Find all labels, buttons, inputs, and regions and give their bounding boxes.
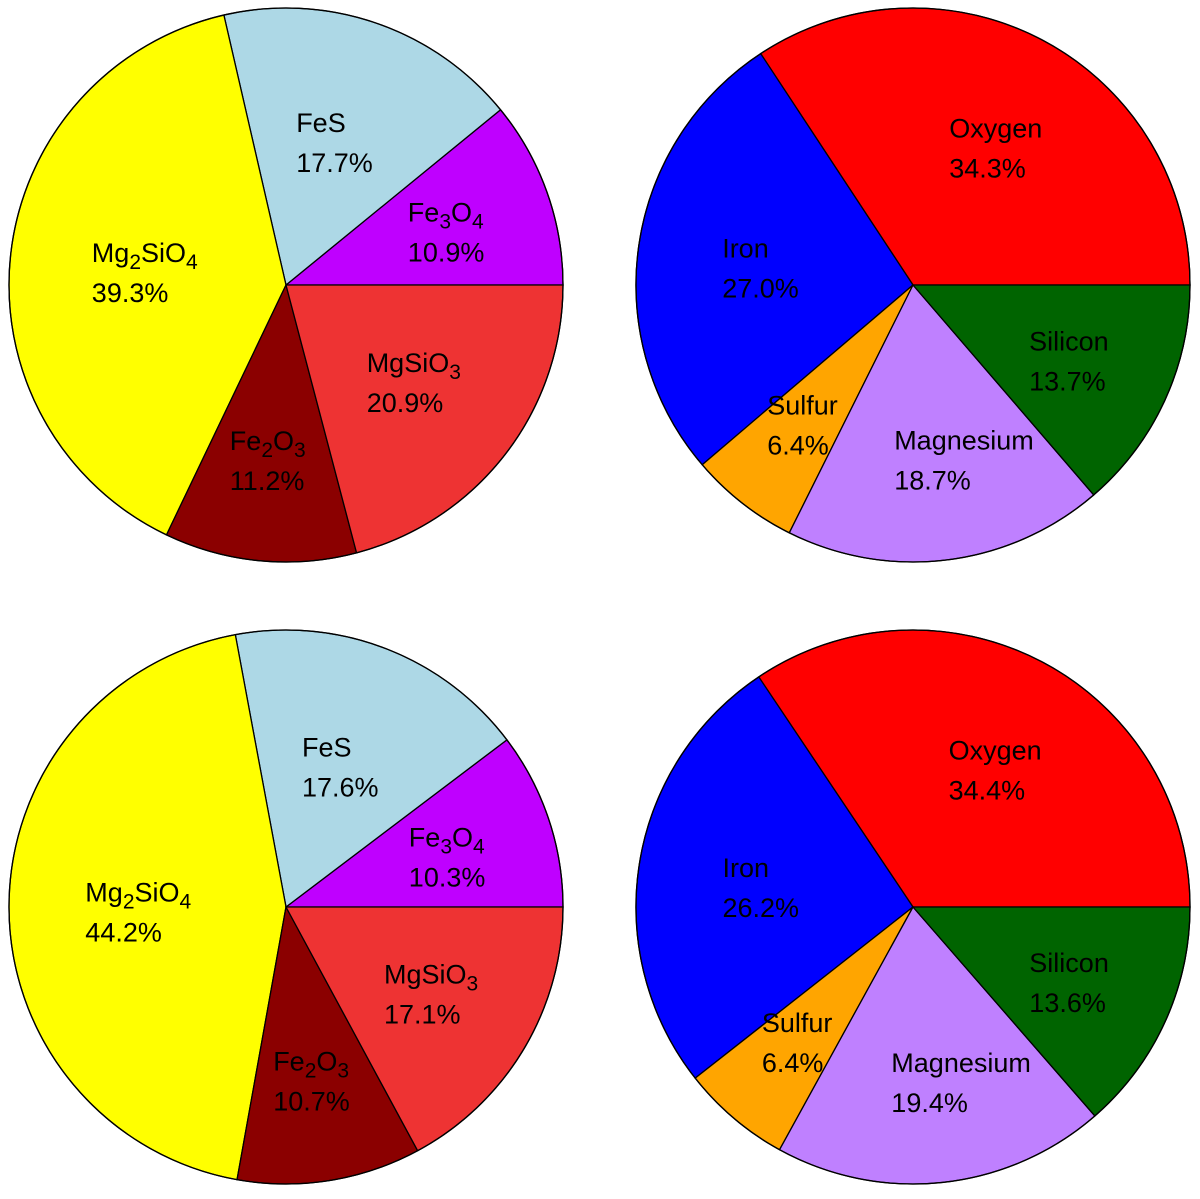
slice-name-label: Silicon [1029, 948, 1109, 978]
slice-value-label: 6.4% [762, 1048, 824, 1078]
slice-value-label: 10.3% [409, 862, 486, 892]
pie-outline [635, 629, 1191, 1185]
slice-value-label: 10.9% [408, 237, 485, 267]
slice-name-label: Silicon [1029, 327, 1109, 357]
slice-name-label: FeS [296, 108, 346, 138]
slice-value-label: 13.6% [1029, 988, 1106, 1018]
slice-name-label: Fe3O4 [409, 822, 485, 858]
slice-name-label: Iron [723, 853, 770, 883]
slice-name-label: Sulfur [767, 390, 838, 420]
slice-value-label: 26.2% [723, 893, 800, 923]
slice-name-label: Mg2SiO4 [85, 878, 191, 914]
slice-value-label: 34.4% [949, 775, 1026, 805]
slice-name-label: MgSiO3 [367, 348, 461, 384]
slice-name-label: Oxygen [949, 735, 1042, 765]
slice-name-label: FeS [302, 732, 352, 762]
slice-value-label: 11.2% [230, 466, 305, 496]
slice-value-label: 17.7% [296, 148, 373, 178]
slice-value-label: 27.0% [722, 274, 799, 304]
slice-name-label: Sulfur [762, 1008, 833, 1038]
slice-value-label: 6.4% [767, 430, 829, 460]
slice-value-label: 17.6% [302, 772, 379, 802]
slice-name-label: Fe3O4 [408, 197, 484, 233]
pie-chart-2: Oxygen 34.3% Iron 27.0% Sulfur 6.4% Magnesium 1… [635, 7, 1191, 563]
pie-chart-4: Oxygen 34.4% Iron 26.2% Sulfur 6.4% Magnesium 1… [635, 629, 1191, 1185]
pie-chart-3: Fe3O4 10.3% FeS 17.6% Mg2SiO4 44.2% Fe2O3 10.7%… [8, 629, 564, 1185]
slice-name-label: Oxygen [949, 114, 1042, 144]
slice-value-label: 39.3% [92, 278, 169, 308]
slice-value-label: 10.7% [273, 1087, 350, 1117]
pie-chart-1: Fe3O4 10.9% FeS 17.7% Mg2SiO4 39.3% Fe2O3 11.2%… [8, 7, 564, 563]
slice-value-label: 18.7% [894, 465, 971, 495]
slice-name-label: Fe2O3 [273, 1047, 349, 1083]
slice-name-label: Fe2O3 [230, 426, 306, 462]
slice-name-label: Magnesium [891, 1048, 1031, 1078]
slice-value-label: 17.1% [384, 999, 461, 1029]
slice-value-label: 19.4% [891, 1088, 968, 1118]
slice-value-label: 34.3% [949, 154, 1026, 184]
slice-name-label: Mg2SiO4 [92, 238, 198, 274]
pie-outline [8, 629, 564, 1185]
slice-value-label: 20.9% [367, 388, 444, 418]
slice-name-label: MgSiO3 [384, 959, 478, 995]
pie-outline [635, 7, 1191, 563]
slice-name-label: Magnesium [894, 425, 1034, 455]
slice-value-label: 44.2% [85, 918, 162, 948]
slice-value-label: 13.7% [1029, 367, 1106, 397]
slice-name-label: Iron [722, 234, 769, 264]
pie-outline [8, 7, 564, 563]
